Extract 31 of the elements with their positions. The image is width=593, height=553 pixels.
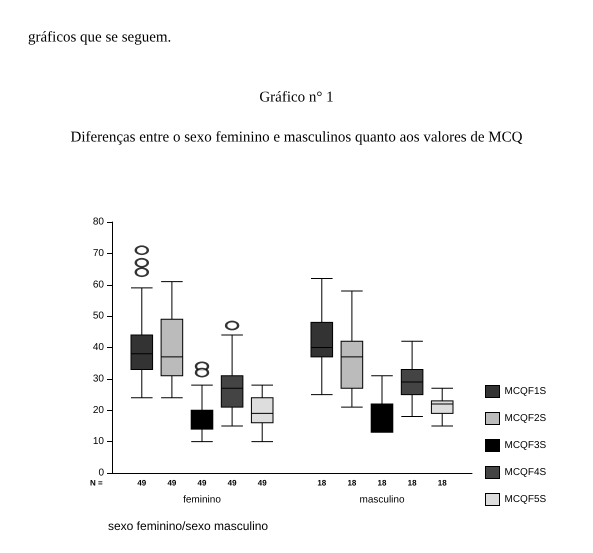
y-tick-label: 0	[98, 468, 104, 478]
y-tick-label: 40	[92, 342, 104, 353]
y-tick-label: 20	[92, 404, 104, 416]
text: 18	[317, 478, 327, 488]
legend-label: MCQF4S	[504, 467, 546, 478]
text: 49	[167, 478, 177, 488]
legend-label: MCQF3S	[504, 440, 546, 451]
text: 18	[347, 478, 357, 488]
y-tick-label: 30	[92, 373, 104, 384]
text: 18	[408, 478, 418, 488]
legend-label: MCQF5S	[504, 494, 546, 505]
text: 49	[228, 478, 238, 488]
text: 18	[378, 478, 387, 488]
text: 18	[438, 478, 448, 488]
y-tick-label: 70	[92, 248, 104, 259]
chart-subtitle: Diferenças entre o sexo feminino e masculinos quanto aos valores de MCQ	[70, 130, 523, 146]
legend-label: MCQF1S	[504, 386, 546, 397]
text: 49	[137, 478, 147, 488]
y-tick-label: 50	[92, 310, 104, 322]
text: 49	[198, 478, 207, 488]
text: 49	[258, 478, 268, 488]
x-axis-title: sexo feminino/sexo masculino	[108, 519, 268, 533]
y-tick-label: 80	[92, 216, 104, 228]
y-tick-label: 60	[92, 279, 104, 290]
y-tick-label: 10	[92, 436, 104, 448]
chart-title: Gráfico n° 1	[259, 90, 334, 106]
text: gráficos que se seguem.	[28, 30, 172, 46]
legend-label: MCQF2S	[504, 413, 546, 424]
x-tick-label: feminino	[183, 494, 222, 506]
text: N =	[90, 478, 103, 488]
x-tick-label: masculino	[359, 494, 405, 506]
